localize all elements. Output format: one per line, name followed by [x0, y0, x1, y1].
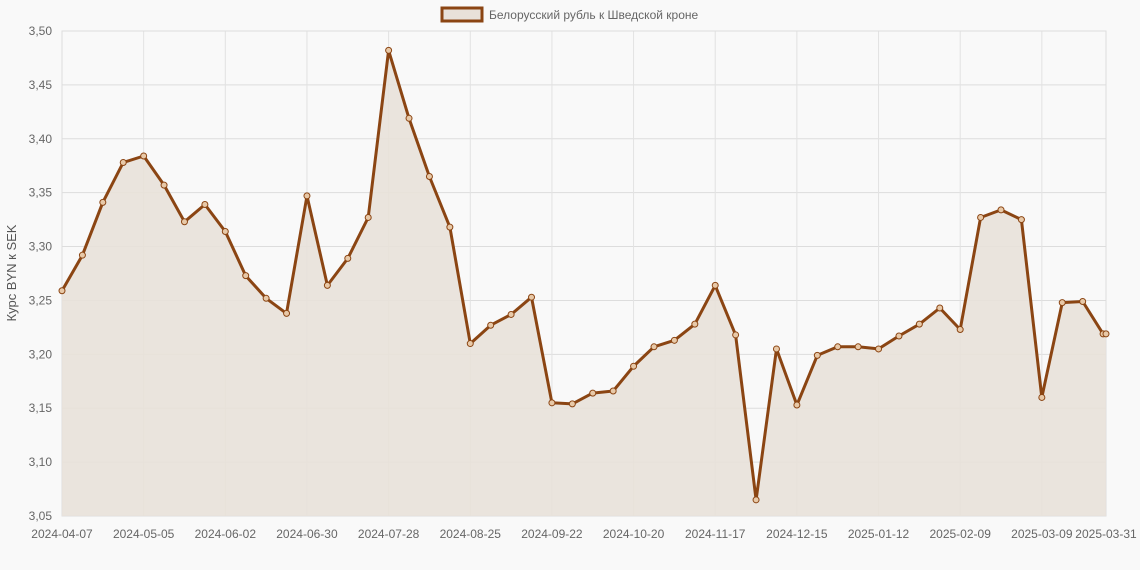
legend-swatch[interactable]: [440, 6, 484, 23]
data-point[interactable]: [793, 401, 801, 409]
y-tick-label: 3,30: [29, 240, 53, 254]
x-tick-label: 2025-01-12: [848, 527, 910, 541]
data-point[interactable]: [507, 310, 515, 318]
series-area: [62, 50, 1106, 517]
y-tick-label: 3,15: [29, 401, 53, 415]
data-point[interactable]: [242, 272, 250, 280]
data-point[interactable]: [140, 152, 148, 160]
data-point[interactable]: [262, 294, 270, 302]
data-point[interactable]: [58, 287, 66, 295]
data-point[interactable]: [568, 400, 576, 408]
x-axis-ticks: 2024-04-07 2024-05-05 2024-06-02 2024-06-30…: [31, 527, 1137, 541]
data-point[interactable]: [813, 351, 821, 359]
data-point[interactable]: [609, 387, 617, 395]
y-tick-label: 3,50: [29, 24, 53, 38]
data-point[interactable]: [956, 326, 964, 334]
data-point[interactable]: [1079, 298, 1087, 306]
data-point[interactable]: [364, 213, 372, 221]
y-axis-title: Курс BYN к SEK: [4, 224, 19, 321]
data-point[interactable]: [160, 181, 168, 189]
data-point[interactable]: [303, 192, 311, 200]
y-axis-ticks: 3,05 3,10 3,15 3,20 3,25 3,30 3,35 3,40 3,45 3,50: [29, 24, 53, 523]
data-point[interactable]: [446, 223, 454, 231]
data-point[interactable]: [283, 309, 291, 317]
data-point[interactable]: [711, 281, 719, 289]
data-point[interactable]: [201, 201, 209, 209]
x-tick-label: 2024-11-17: [685, 527, 746, 541]
data-point[interactable]: [78, 251, 86, 259]
data-point[interactable]: [466, 340, 474, 348]
data-point[interactable]: [936, 304, 944, 312]
x-tick-label: 2024-09-22: [521, 527, 583, 541]
data-point[interactable]: [589, 389, 597, 397]
series-area-fill: [62, 50, 1106, 517]
data-point[interactable]: [385, 46, 393, 54]
x-tick-label: 2025-02-09: [929, 527, 991, 541]
data-point[interactable]: [834, 343, 842, 351]
x-tick-label: 2024-07-28: [358, 527, 420, 541]
y-tick-label: 3,05: [29, 509, 53, 523]
data-point[interactable]: [221, 227, 229, 235]
data-point[interactable]: [670, 336, 678, 344]
data-point[interactable]: [1058, 299, 1066, 307]
x-tick-label: 2025-03-09: [1011, 527, 1073, 541]
data-point[interactable]: [752, 496, 760, 504]
x-tick-label: 2024-06-30: [276, 527, 338, 541]
data-point[interactable]: [650, 343, 658, 351]
x-tick-label: 2024-05-05: [113, 527, 175, 541]
y-tick-label: 3,45: [29, 78, 53, 92]
legend-label[interactable]: Белорусский рубль к Шведской кроне: [489, 8, 699, 22]
data-point[interactable]: [875, 345, 883, 353]
data-point[interactable]: [548, 399, 556, 407]
data-point[interactable]: [487, 321, 495, 329]
y-tick-label: 3,25: [29, 293, 53, 307]
data-points: [58, 46, 1110, 504]
data-point[interactable]: [528, 293, 536, 301]
data-point[interactable]: [1017, 216, 1025, 224]
y-tick-label: 3,35: [29, 186, 53, 200]
x-tick-label: 2024-08-25: [440, 527, 502, 541]
data-point[interactable]: [119, 158, 127, 166]
data-point[interactable]: [630, 362, 638, 370]
data-point[interactable]: [99, 198, 107, 206]
data-point[interactable]: [732, 331, 740, 339]
x-tick-label: 2025-03-31: [1075, 527, 1137, 541]
x-tick-label: 2024-04-07: [31, 527, 93, 541]
data-point[interactable]: [180, 218, 188, 226]
data-point[interactable]: [854, 343, 862, 351]
data-point[interactable]: [425, 173, 433, 180]
data-point[interactable]: [997, 206, 1005, 214]
legend[interactable]: Белорусский рубль к Шведской кроне: [440, 6, 699, 23]
data-point[interactable]: [405, 114, 413, 122]
data-point[interactable]: [915, 320, 923, 328]
data-point[interactable]: [323, 281, 331, 289]
x-tick-label: 2024-06-02: [195, 527, 257, 541]
x-tick-label: 2024-10-20: [603, 527, 665, 541]
data-point[interactable]: [895, 332, 903, 340]
data-point[interactable]: [344, 254, 352, 262]
data-point[interactable]: [1038, 393, 1046, 401]
data-point[interactable]: [1102, 330, 1110, 338]
data-point[interactable]: [691, 320, 699, 328]
y-tick-label: 3,20: [29, 347, 53, 361]
y-tick-label: 3,10: [29, 455, 53, 469]
data-point[interactable]: [772, 345, 780, 353]
data-point[interactable]: [977, 213, 985, 221]
x-tick-label: 2024-12-15: [766, 527, 828, 541]
y-tick-label: 3,40: [29, 132, 53, 146]
